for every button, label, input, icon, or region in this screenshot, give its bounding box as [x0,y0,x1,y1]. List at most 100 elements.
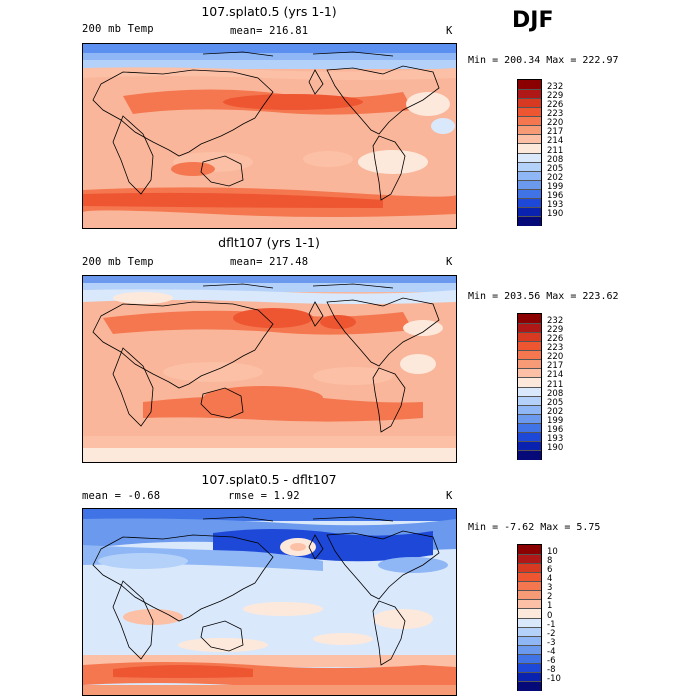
panel-1-map-plot [83,44,456,228]
colorbar-separator [518,404,541,406]
colorbar-tick: 199 [547,181,564,192]
colorbar-tick: 223 [547,343,564,354]
colorbar-separator [518,323,541,325]
colorbar-swatch [518,197,541,208]
panel-3-rmse-label: rmse = 1.92 [228,490,300,502]
panel-2-title: dflt107 (yrs 1-1) [218,235,320,250]
colorbar-tick: 223 [547,109,564,120]
colorbar-tick: 10 [547,547,558,558]
colorbar-separator [518,608,541,610]
colorbar-swatch [518,98,541,108]
colorbar-swatch [518,161,541,172]
panel-2-colorbar-labels: 232 229 226 223 220 217 214 211 208 205 … [547,313,587,458]
colorbar-swatch [518,215,541,226]
colorbar-separator [518,563,541,565]
colorbar-swatch [518,590,541,600]
colorbar-separator [518,377,541,379]
colorbar-tick: 229 [547,325,564,336]
colorbar-separator [518,206,541,208]
panel-1-units-label: K [446,25,453,37]
colorbar-separator [518,599,541,601]
colorbar-separator [518,581,541,583]
colorbar-tick: -4 [547,646,556,657]
colorbar-swatch [518,653,541,664]
colorbar-separator [518,116,541,118]
colorbar-separator [518,617,541,619]
panel-3-title: 107.splat0.5 - dflt107 [201,472,337,487]
colorbar-tick: 217 [547,361,564,372]
colorbar-swatch [518,599,541,609]
colorbar-separator [518,431,541,433]
colorbar-swatch [518,395,541,406]
colorbar-separator [518,197,541,199]
colorbar-tick: 193 [547,433,564,444]
colorbar-swatch [518,422,541,433]
colorbar-swatch [518,440,541,451]
colorbar-swatch [518,134,541,144]
colorbar-swatch [518,206,541,217]
panel-1-colorbar [517,79,542,226]
colorbar-tick: 4 [547,574,553,585]
colorbar-swatch [518,368,541,378]
colorbar-swatch [518,404,541,415]
colorbar-swatch [518,179,541,190]
colorbar-swatch [518,143,541,153]
colorbar-swatch [518,563,541,573]
colorbar-separator [518,107,541,109]
colorbar-tick: 214 [547,370,564,381]
colorbar-tick: 220 [547,118,564,129]
colorbar-swatch [518,116,541,126]
colorbar-tick: 8 [547,556,553,567]
colorbar-swatch [518,314,541,324]
colorbar-tick: 211 [547,379,564,390]
panel-2-minmax: Min = 203.56 Max = 223.62 [468,291,619,302]
colorbar-tick: 199 [547,415,564,426]
panel-1-title: 107.splat0.5 (yrs 1-1) [201,4,337,19]
colorbar-swatch [518,323,541,333]
colorbar-tick: 0 [547,610,553,621]
season-label: DJF [512,8,554,33]
colorbar-separator [518,350,541,352]
colorbar-swatch [518,431,541,442]
colorbar-swatch [518,662,541,673]
panel-3-mean-label: mean = -0.68 [82,490,161,502]
panel-3-map [82,508,457,696]
colorbar-swatch [518,107,541,117]
panel-2-map [82,275,457,463]
panel-2-map-plot [83,276,456,462]
colorbar-separator [518,671,541,673]
colorbar-tick: 232 [547,82,564,93]
colorbar-tick: -6 [547,655,556,666]
colorbar-tick: 226 [547,100,564,111]
colorbar-separator [518,179,541,181]
colorbar-swatch [518,554,541,564]
colorbar-swatch [518,125,541,135]
panel-3-map-plot [83,509,456,695]
colorbar-tick: 208 [547,388,564,399]
colorbar-separator [518,626,541,628]
panel-2-units-label: K [446,256,453,268]
colorbar-separator [518,440,541,442]
colorbar-separator [518,161,541,163]
colorbar-tick: 205 [547,163,564,174]
colorbar-separator [518,386,541,388]
panel-2-mean-label: mean= 217.48 [230,256,309,268]
colorbar-tick: -2 [547,628,556,639]
colorbar-swatch [518,89,541,99]
colorbar-separator [518,572,541,574]
colorbar-swatch [518,581,541,591]
colorbar-swatch [518,377,541,387]
colorbar-separator [518,170,541,172]
colorbar-swatch [518,626,541,637]
colorbar-separator [518,125,541,127]
colorbar-tick: -8 [547,664,556,675]
colorbar-tick: 1 [547,601,553,612]
colorbar-tick: -1 [547,619,556,630]
panel-1-colorbar-labels: 232 229 226 223 220 217 214 211 208 205 … [547,79,587,224]
colorbar-tick: 193 [547,199,564,210]
colorbar-separator [518,680,541,682]
colorbar-separator [518,98,541,100]
colorbar-tick: 202 [547,406,564,417]
panel-3-units-label: K [446,490,453,502]
colorbar-swatch [518,449,541,460]
